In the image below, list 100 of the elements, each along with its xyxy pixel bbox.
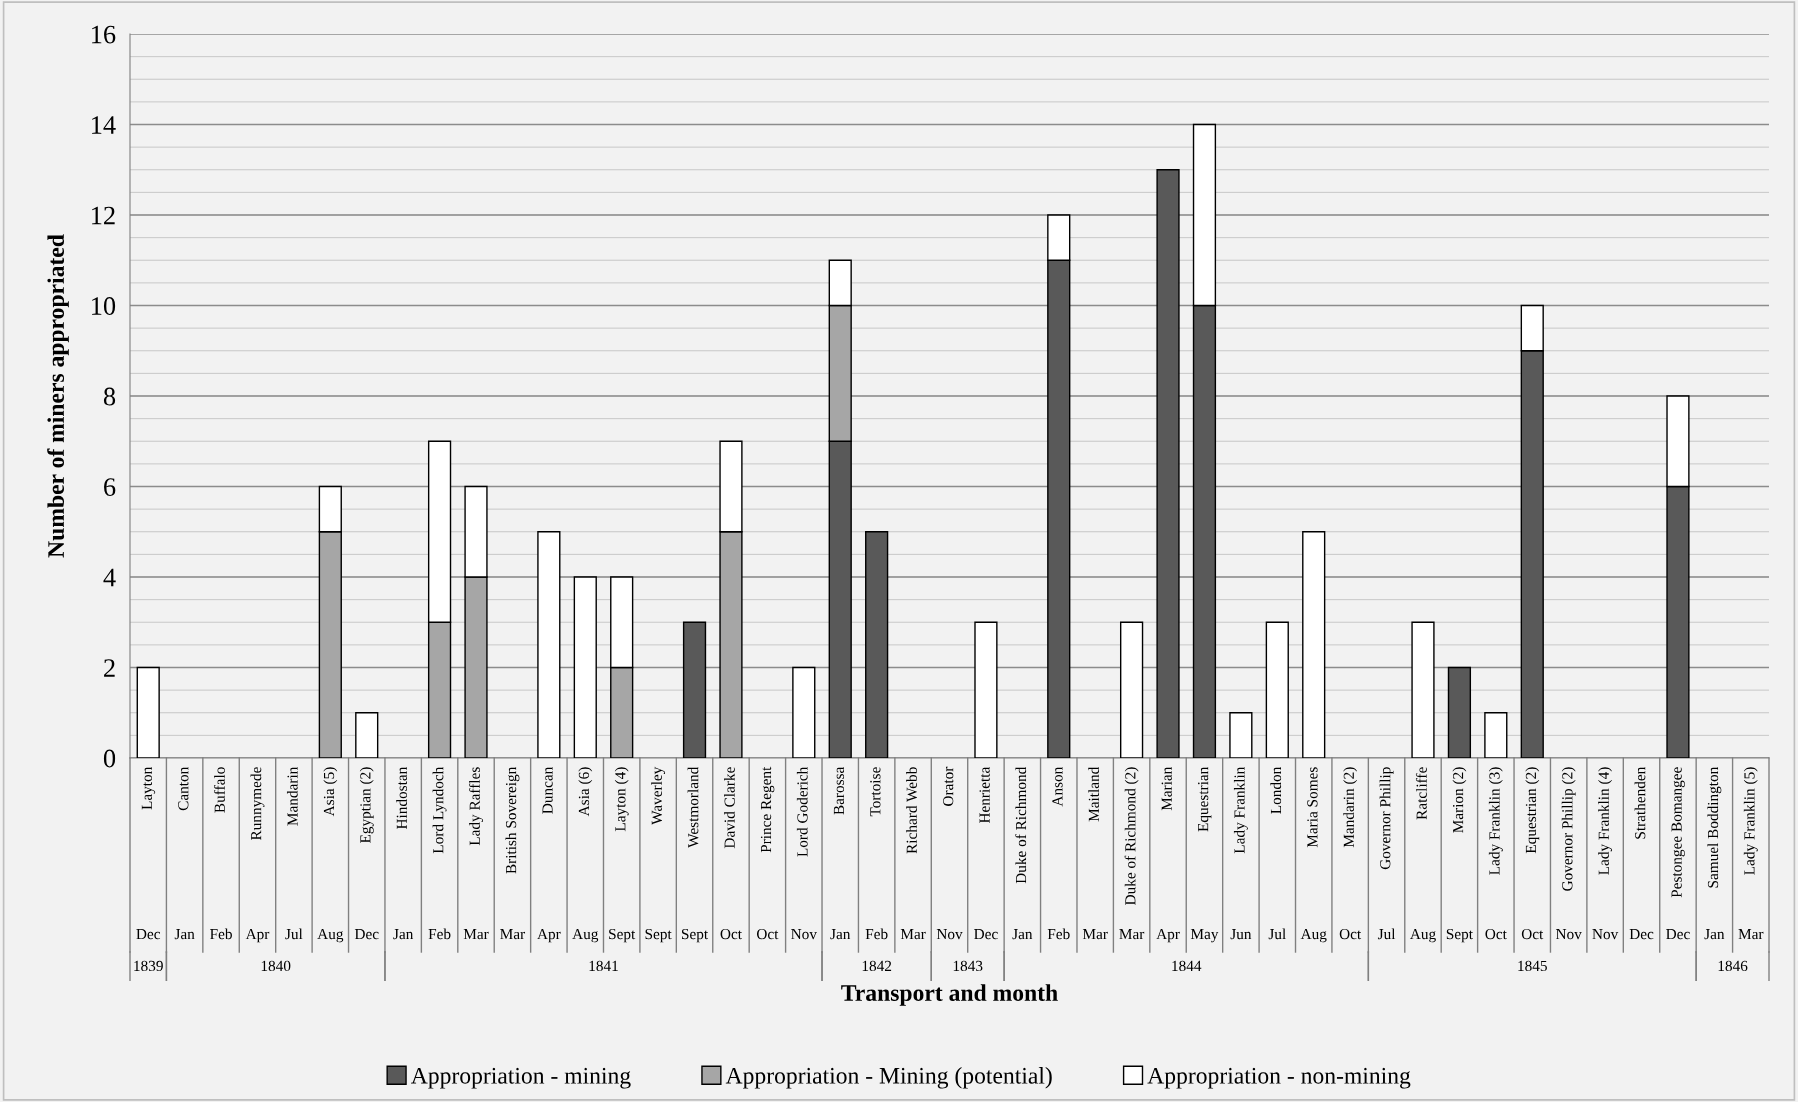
- x-tick-label: Maitland: [1088, 766, 1100, 822]
- text: 1839: [134, 960, 163, 972]
- bar: [573, 576, 597, 758]
- x-tick-label: Waverley: [651, 766, 666, 825]
- text: Apr: [1156, 928, 1180, 943]
- legend-label: Appropriation - mining: [411, 1067, 631, 1089]
- bar: [1265, 621, 1289, 758]
- bar: [355, 712, 379, 758]
- text: Nov: [1592, 929, 1619, 940]
- text: Aug: [1300, 928, 1327, 943]
- x-tick-label: Lord Goderich: [796, 766, 808, 857]
- text: Feb: [210, 928, 232, 940]
- text: Nov: [791, 929, 817, 940]
- x-tick-label: Henrietta: [979, 766, 990, 824]
- text: Nov: [936, 929, 963, 940]
- text: Oct: [1485, 928, 1507, 940]
- text: Aug: [572, 928, 599, 943]
- text: Jan: [174, 929, 195, 940]
- text: Oct: [720, 928, 742, 940]
- x-tick-label: Layton: [141, 766, 156, 810]
- text: May: [1190, 929, 1219, 943]
- bar: [1411, 621, 1435, 758]
- x-tick-label: Lady Franklin (3): [1488, 767, 1503, 875]
- text: Nov: [1555, 929, 1582, 940]
- bar: [865, 531, 889, 758]
- text: Sept: [645, 928, 672, 943]
- text: Sept: [1446, 928, 1473, 943]
- x-tick-label: Tortoise: [870, 767, 881, 817]
- x-tick-label: Maria Somes: [1307, 767, 1318, 848]
- text: Feb: [865, 928, 888, 940]
- x-tick-label: Anson: [1052, 766, 1063, 807]
- bar: [1156, 169, 1180, 758]
- text: Jan: [830, 929, 851, 940]
- x-tick-label: London: [1270, 766, 1282, 814]
- text: Mar: [1738, 929, 1764, 940]
- y-tick-label: 0: [103, 749, 116, 768]
- x-tick-label: Pestongee Bomangee: [1671, 767, 1685, 898]
- bar: [682, 621, 707, 758]
- bar: [1302, 531, 1326, 758]
- text: Jan: [1012, 929, 1033, 940]
- text: 1845: [1518, 960, 1547, 972]
- text: Oct: [1521, 928, 1544, 940]
- x-tick-label: Equestrian (2): [1525, 767, 1540, 854]
- text: Mar: [500, 929, 526, 940]
- y-tick-label: 16: [92, 25, 116, 44]
- text: Oct: [756, 928, 779, 940]
- bar: [136, 666, 160, 758]
- bar: [1119, 621, 1144, 758]
- x-tick-label: Samuel Boddington: [1707, 766, 1722, 888]
- x-tick-label: Governor Phillip (2): [1561, 767, 1576, 891]
- x-tick-label: Buffalo: [213, 767, 225, 813]
- text: Jan: [393, 929, 414, 940]
- x-tick-label: Mandarin: [286, 766, 298, 826]
- x-tick-label: Ratcliffe: [1415, 767, 1427, 820]
- text: 1844: [1172, 960, 1202, 972]
- y-tick-label: 2: [104, 659, 115, 677]
- legend-label: Appropriation - Mining (potential): [725, 1067, 1052, 1089]
- legend-label: Appropriation - non-mining: [1147, 1067, 1411, 1089]
- bar: [792, 666, 816, 758]
- y-tick-label: 10: [92, 297, 116, 315]
- x-tick-label: Barossa: [833, 766, 845, 815]
- x-tick-label: Hindostan: [396, 766, 407, 830]
- text: Jun: [1230, 929, 1252, 940]
- bar: [1229, 712, 1253, 758]
- y-axis-title: Number of miners appropriated: [47, 234, 69, 558]
- x-tick-label: Marian: [1161, 766, 1172, 811]
- text: Jul: [1377, 928, 1396, 940]
- x-tick-label: Westmorland: [687, 766, 699, 848]
- text: Feb: [428, 928, 451, 940]
- x-tick-label: Orator: [943, 766, 954, 806]
- text: Dec: [1629, 929, 1654, 940]
- x-tick-label: Canton: [178, 766, 189, 811]
- text: Mar: [1119, 929, 1145, 940]
- x-tick-label: Lady Raffles: [468, 767, 484, 846]
- x-tick-label: Lady Franklin (4): [1598, 767, 1613, 875]
- text: Apr: [245, 928, 270, 943]
- y-tick-label: 4: [103, 568, 116, 587]
- text: 1841: [589, 960, 618, 972]
- x-tick-label: Runnymede: [250, 767, 265, 841]
- x-tick-label: Egyptian (2): [359, 767, 374, 844]
- y-tick-label: 12: [92, 206, 115, 225]
- text: Jan: [1704, 929, 1725, 940]
- text: Aug: [1409, 928, 1436, 943]
- text: 1842: [862, 960, 892, 972]
- text: Sept: [609, 928, 636, 943]
- bar: [537, 531, 561, 758]
- text: Mar: [463, 929, 489, 940]
- x-tick-label: Layton (4): [614, 767, 629, 832]
- bar: [1484, 712, 1508, 758]
- text: Dec: [974, 929, 998, 940]
- x-tick-label: Richard Webb: [906, 767, 917, 854]
- x-tick-label: Lord Lyndoch: [432, 766, 447, 854]
- x-axis-title: Transport and month: [841, 984, 1058, 1006]
- text: 1846: [1718, 960, 1748, 972]
- x-tick-label: Strathenden: [1634, 766, 1646, 839]
- x-tick-label: Asia (5): [323, 767, 338, 817]
- text: Jul: [285, 928, 303, 940]
- bar: [974, 621, 998, 758]
- text: Oct: [1339, 928, 1362, 940]
- text: 1843: [953, 960, 983, 972]
